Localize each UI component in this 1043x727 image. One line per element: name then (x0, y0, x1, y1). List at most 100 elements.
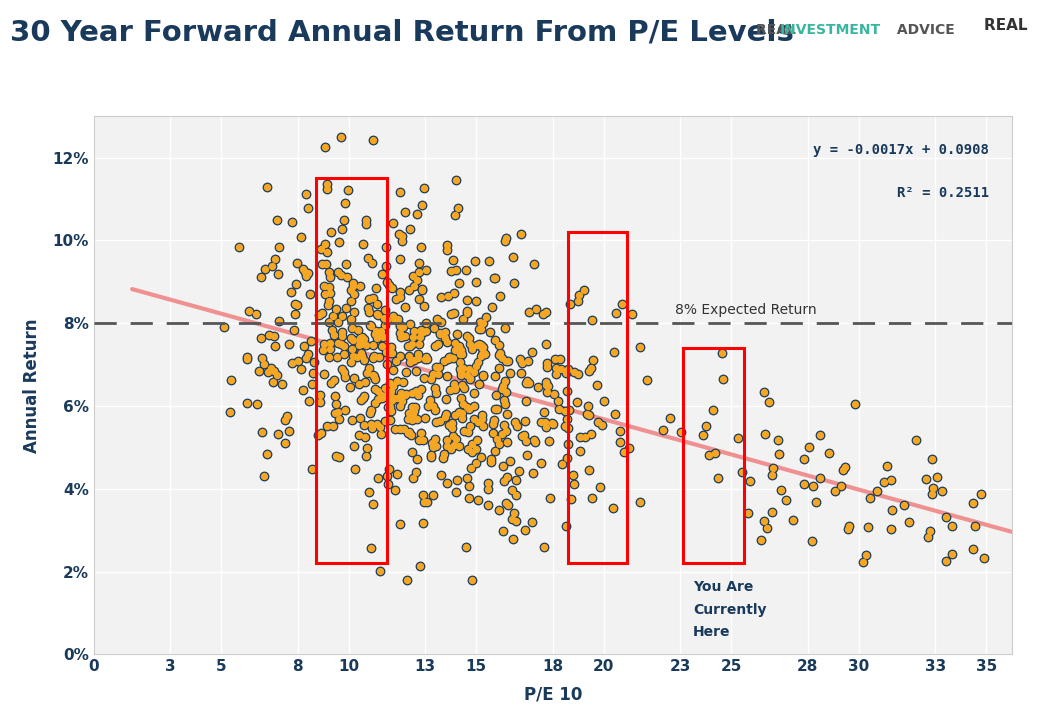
Point (454, 406, 470, 418)
Point (385, 313, 402, 324)
Point (418, 351, 435, 363)
Point (415, 434, 432, 446)
Point (561, 404, 578, 416)
Point (461, 363, 478, 374)
Point (447, 174, 464, 185)
Point (353, 335, 369, 347)
Point (369, 393, 386, 405)
Point (607, 308, 624, 319)
Point (922, 525, 939, 537)
Point (378, 390, 394, 401)
Point (624, 308, 640, 320)
Point (466, 387, 483, 398)
Point (455, 398, 471, 409)
Point (734, 466, 751, 478)
Point (295, 263, 312, 275)
Point (572, 445, 588, 457)
Point (854, 555, 871, 567)
Point (525, 347, 541, 358)
Point (284, 217, 300, 228)
Point (536, 406, 553, 417)
Point (333, 326, 349, 337)
Point (432, 328, 448, 340)
Point (463, 438, 480, 450)
Point (760, 396, 777, 408)
Point (484, 427, 501, 438)
Point (387, 294, 404, 305)
Point (305, 464, 321, 475)
Point (498, 425, 514, 437)
Point (533, 417, 550, 428)
Point (320, 266, 337, 278)
Point (334, 310, 350, 321)
Point (446, 383, 463, 395)
Point (476, 348, 492, 359)
Point (715, 374, 732, 385)
Point (324, 421, 341, 433)
Point (481, 256, 498, 268)
Point (362, 407, 379, 419)
Point (350, 340, 367, 351)
Point (368, 308, 385, 320)
Point (430, 369, 446, 380)
Point (857, 550, 874, 561)
Point (510, 465, 527, 477)
Point (328, 450, 344, 462)
Point (324, 310, 341, 321)
Point (796, 454, 812, 465)
Point (498, 233, 514, 244)
Point (440, 291, 457, 302)
Point (465, 366, 482, 377)
Point (505, 534, 522, 545)
Point (356, 390, 372, 402)
Point (374, 332, 391, 343)
Point (257, 263, 273, 275)
Point (385, 365, 402, 377)
Point (468, 276, 485, 287)
Point (419, 401, 436, 412)
Point (439, 239, 456, 251)
Point (589, 379, 606, 391)
Point (437, 326, 454, 337)
Point (469, 356, 486, 368)
Point (495, 419, 512, 431)
Point (254, 426, 271, 438)
Point (580, 409, 597, 421)
Point (391, 320, 408, 332)
Point (350, 340, 367, 351)
Point (390, 228, 407, 239)
Point (401, 350, 417, 362)
Point (360, 302, 377, 313)
Point (361, 293, 378, 305)
Point (354, 350, 370, 362)
Point (525, 467, 541, 479)
Point (484, 302, 501, 313)
Point (581, 365, 598, 377)
Point (584, 314, 601, 326)
Point (439, 244, 456, 256)
Point (391, 423, 408, 435)
Point (342, 284, 359, 296)
Point (613, 298, 630, 310)
Point (536, 416, 553, 427)
Point (616, 446, 633, 457)
Point (297, 188, 314, 200)
Point (836, 462, 853, 473)
Point (519, 374, 536, 386)
Point (556, 421, 573, 433)
Point (312, 244, 329, 255)
Point (349, 325, 366, 337)
Point (468, 435, 485, 446)
Point (495, 394, 512, 406)
Point (860, 521, 877, 532)
Point (353, 338, 369, 350)
Point (438, 478, 455, 489)
Point (340, 184, 357, 196)
Point (444, 254, 461, 266)
Point (427, 433, 443, 445)
Point (549, 362, 565, 374)
Point (425, 401, 441, 412)
Point (422, 451, 439, 463)
Point (589, 379, 606, 391)
Point (517, 435, 534, 446)
